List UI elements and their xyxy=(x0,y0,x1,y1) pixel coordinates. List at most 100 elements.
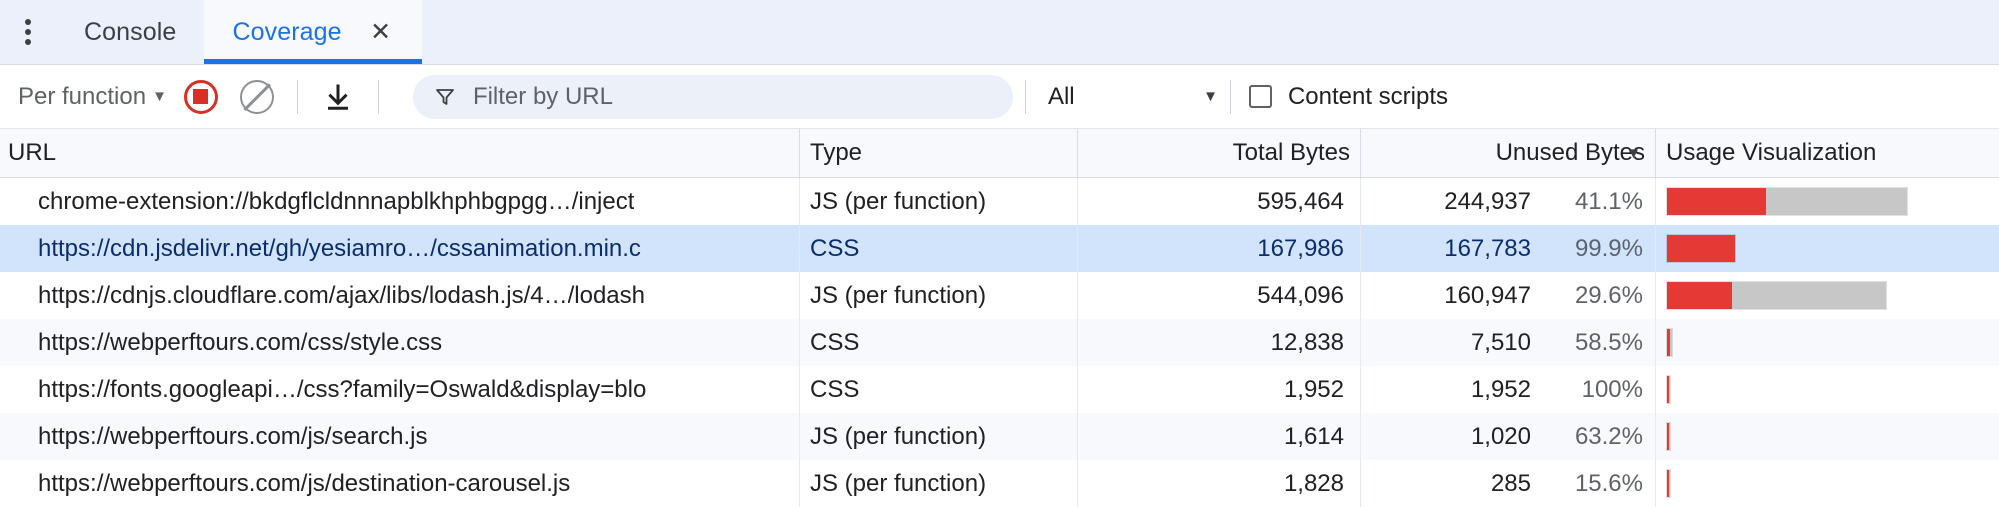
type-label: CSS xyxy=(810,328,860,356)
cell-unused-bytes: 1,020 63.2% xyxy=(1361,413,1656,460)
type-label: CSS xyxy=(810,375,860,403)
type-label: JS (per function) xyxy=(810,187,987,215)
chevron-down-icon: ▼ xyxy=(152,88,167,105)
table-row[interactable]: https://webperftours.com/js/search.js JS … xyxy=(0,413,1999,460)
total-bytes-value: 595,464 xyxy=(1257,187,1344,215)
unused-percent-value: 41.1% xyxy=(1574,187,1643,215)
tab-coverage-label: Coverage xyxy=(232,17,342,46)
usage-bar-unused-segment xyxy=(1667,423,1669,450)
cell-unused-bytes: 160,947 29.6% xyxy=(1361,272,1656,319)
filter-input[interactable]: Filter by URL xyxy=(412,74,1013,119)
url-path: /inject xyxy=(571,187,635,215)
coverage-toolbar: Per function ▼ Filter by URL xyxy=(0,65,1999,129)
cell-type: CSS xyxy=(800,319,1078,366)
column-header-url-label: URL xyxy=(8,139,57,166)
url-host: chrome-extension://bkdgflcldnnnapblkhphb… xyxy=(38,187,572,215)
url-host: https://webperftours.com/css/style.css xyxy=(38,328,443,356)
table-row[interactable]: https://cdn.jsdelivr.net/gh/yesiamro…/cs… xyxy=(0,225,1999,272)
cell-unused-bytes: 1,952 100% xyxy=(1361,366,1656,413)
column-header-total-bytes-label: Total Bytes xyxy=(1232,139,1350,166)
usage-bar xyxy=(1666,234,1736,263)
usage-bar xyxy=(1666,375,1671,404)
usage-bar xyxy=(1666,328,1674,357)
toolbar-divider-1 xyxy=(296,79,298,114)
content-scripts-checkbox[interactable]: Content scripts xyxy=(1248,83,1448,111)
url-host: https://fonts.googleapi… xyxy=(38,375,297,403)
cell-unused-bytes: 167,783 99.9% xyxy=(1361,225,1656,272)
more-options-icon[interactable] xyxy=(0,0,56,64)
usage-bar xyxy=(1666,469,1671,498)
cell-usage-visualization xyxy=(1656,413,1999,460)
unused-bytes-value: 160,947 xyxy=(1444,281,1531,309)
usage-bar-unused-segment xyxy=(1667,235,1735,262)
cell-total-bytes: 595,464 xyxy=(1078,178,1361,225)
tab-console-label: Console xyxy=(84,17,177,46)
column-header-unused-bytes[interactable]: Unused Bytes ▼ xyxy=(1361,129,1656,177)
cell-url: https://fonts.googleapi…/css?family=Oswa… xyxy=(0,366,800,413)
close-icon[interactable]: ✕ xyxy=(370,18,392,46)
stop-recording-button[interactable] xyxy=(173,69,229,125)
unused-percent-value: 29.6% xyxy=(1574,281,1643,309)
type-label: JS (per function) xyxy=(810,422,987,450)
tab-strip: Console Coverage ✕ xyxy=(0,0,1999,65)
coverage-table: URL Type Total Bytes Unused Bytes ▼ Usag… xyxy=(0,129,1999,507)
cell-type: JS (per function) xyxy=(800,460,1078,507)
url-path: /css?family=Oswald&display=blo xyxy=(296,375,647,403)
cell-url: https://cdnjs.cloudflare.com/ajax/libs/l… xyxy=(0,272,800,319)
cell-usage-visualization xyxy=(1656,178,1999,225)
cell-usage-visualization xyxy=(1656,225,1999,272)
cell-url: https://cdn.jsdelivr.net/gh/yesiamro…/cs… xyxy=(0,225,800,272)
type-filter-dropdown[interactable]: All ▼ xyxy=(1048,83,1218,111)
cell-usage-visualization xyxy=(1656,366,1999,413)
column-header-type[interactable]: Type xyxy=(800,129,1078,177)
tab-console[interactable]: Console xyxy=(56,0,204,64)
total-bytes-value: 12,838 xyxy=(1270,328,1344,356)
cell-type: CSS xyxy=(800,366,1078,413)
sort-descending-icon: ▼ xyxy=(1626,144,1641,162)
column-header-usage-visualization[interactable]: Usage Visualization xyxy=(1656,129,1999,177)
unused-bytes-value: 285 xyxy=(1490,469,1531,497)
column-header-type-label: Type xyxy=(810,139,863,166)
unused-bytes-value: 1,952 xyxy=(1470,375,1531,403)
usage-bar-unused-segment xyxy=(1667,282,1732,309)
cell-unused-bytes: 7,510 58.5% xyxy=(1361,319,1656,366)
type-label: CSS xyxy=(810,234,860,262)
table-row[interactable]: https://cdnjs.cloudflare.com/ajax/libs/l… xyxy=(0,272,1999,319)
tab-coverage[interactable]: Coverage ✕ xyxy=(204,0,422,64)
unused-bytes-value: 167,783 xyxy=(1444,234,1531,262)
checkbox-icon[interactable] xyxy=(1248,85,1272,108)
usage-bar-unused-segment xyxy=(1667,376,1669,403)
cell-url: chrome-extension://bkdgflcldnnnapblkhphb… xyxy=(0,178,800,225)
total-bytes-value: 1,952 xyxy=(1283,375,1344,403)
usage-bar-used-segment xyxy=(1731,282,1887,309)
table-row[interactable]: chrome-extension://bkdgflcldnnnapblkhphb… xyxy=(0,178,1999,225)
export-button[interactable] xyxy=(310,69,366,125)
cell-total-bytes: 12,838 xyxy=(1078,319,1361,366)
cell-usage-visualization xyxy=(1656,460,1999,507)
cell-type: CSS xyxy=(800,225,1078,272)
url-host: https://webperftours.com/js/destination-… xyxy=(38,469,571,497)
cell-total-bytes: 1,952 xyxy=(1078,366,1361,413)
type-label: JS (per function) xyxy=(810,281,987,309)
cell-usage-visualization xyxy=(1656,272,1999,319)
usage-bar xyxy=(1666,281,1888,310)
cell-total-bytes: 544,096 xyxy=(1078,272,1361,319)
table-row[interactable]: https://webperftours.com/js/destination-… xyxy=(0,460,1999,507)
cell-usage-visualization xyxy=(1656,319,1999,366)
cell-total-bytes: 1,828 xyxy=(1078,460,1361,507)
column-header-usage-visualization-label: Usage Visualization xyxy=(1666,139,1877,166)
coverage-mode-dropdown[interactable]: Per function ▼ xyxy=(12,83,173,111)
clear-icon xyxy=(239,79,274,114)
download-icon xyxy=(327,84,348,110)
table-body: chrome-extension://bkdgflcldnnnapblkhphb… xyxy=(0,178,1999,507)
clear-coverage-button[interactable] xyxy=(229,69,285,125)
unused-percent-value: 63.2% xyxy=(1574,422,1643,450)
column-header-total-bytes[interactable]: Total Bytes xyxy=(1078,129,1361,177)
cell-type: JS (per function) xyxy=(800,272,1078,319)
column-header-url[interactable]: URL xyxy=(0,129,800,177)
table-row[interactable]: https://fonts.googleapi…/css?family=Oswa… xyxy=(0,366,1999,413)
table-row[interactable]: https://webperftours.com/css/style.css CS… xyxy=(0,319,1999,366)
usage-bar-used-segment xyxy=(1669,470,1670,497)
url-host: https://cdn.jsdelivr.net/gh/yesiamro… xyxy=(38,234,431,262)
cell-url: https://webperftours.com/js/search.js xyxy=(0,413,800,460)
